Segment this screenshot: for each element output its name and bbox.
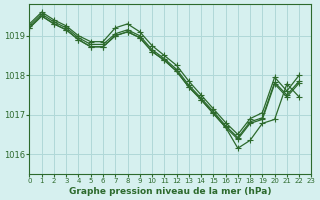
- X-axis label: Graphe pression niveau de la mer (hPa): Graphe pression niveau de la mer (hPa): [69, 187, 272, 196]
